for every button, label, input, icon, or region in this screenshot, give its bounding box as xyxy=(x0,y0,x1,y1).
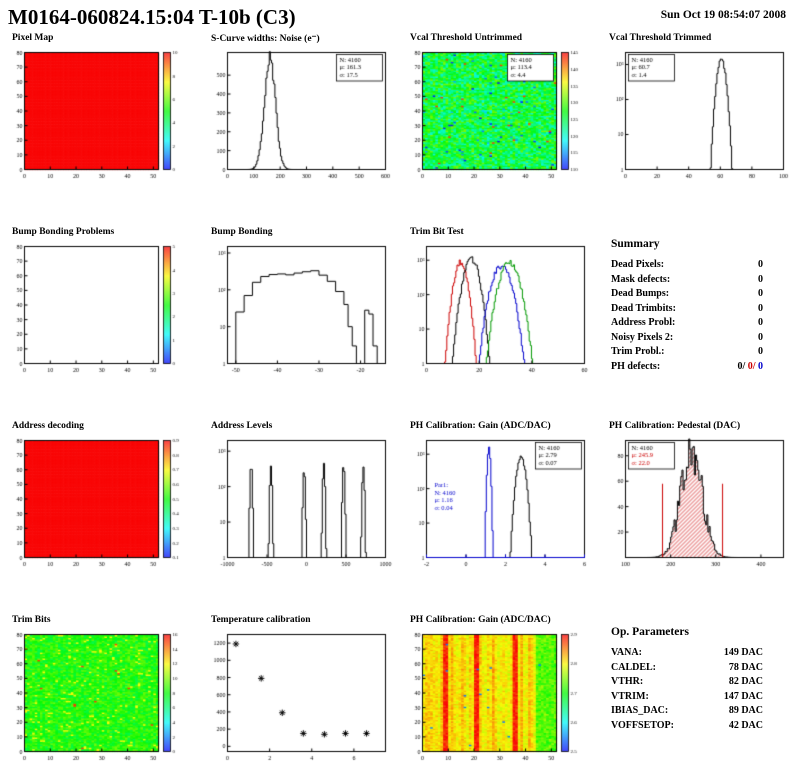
summary-row: Dead Bumps: 0 xyxy=(611,288,763,299)
op-parameters-row: VTRIM: 147 DAC xyxy=(611,691,763,702)
panel-trim-bit-test: Trim Bit Test xyxy=(398,224,597,418)
panel-title: Pixel Map xyxy=(12,33,54,43)
row-value: 0 xyxy=(758,259,763,270)
panel-trim-bits: Trim Bits xyxy=(0,612,199,772)
panel-title: Bump Bonding xyxy=(211,227,273,237)
row-label: Dead Pixels: xyxy=(611,259,665,270)
row-label: VANA: xyxy=(611,647,642,658)
ph-pedestal-canvas xyxy=(597,433,793,571)
panel-title: PH Calibration: Gain (ADC/DAC) xyxy=(410,615,551,625)
summary-row: Address Probl: 0 xyxy=(611,317,763,328)
row-value: 0 xyxy=(758,288,763,299)
temp-calibration-canvas xyxy=(199,627,395,765)
row-label: Dead Bumps: xyxy=(611,288,670,299)
row-label: IBIAS_DAC: xyxy=(611,705,669,716)
trim-bits-canvas xyxy=(0,627,196,765)
pixel-map-canvas xyxy=(0,45,196,183)
panel-title: Bump Bonding Problems xyxy=(12,227,115,237)
ph-gain-1d-canvas xyxy=(398,433,594,571)
row-value: 0 xyxy=(758,302,763,314)
op-parameters-row: VTHR: 82 DAC xyxy=(611,676,763,687)
ph-gain-2d-canvas xyxy=(398,627,594,765)
panel-address-levels: Address Levels xyxy=(199,418,398,612)
panel-pixel-map: Pixel Map xyxy=(0,30,199,224)
summary-row: Trim Probl.: 0 xyxy=(611,346,763,357)
row-value: 42 DAC xyxy=(728,719,763,731)
bump-bonding-canvas xyxy=(199,239,395,377)
row-value: 0 xyxy=(758,346,763,357)
row-value-part: 0 xyxy=(755,360,763,372)
panel-title: Vcal Threshold Untrimmed xyxy=(410,33,523,43)
row-label: Address Probl: xyxy=(611,317,676,328)
panel-title: Temperature calibration xyxy=(211,615,311,625)
row-value: 89 DAC xyxy=(728,705,763,716)
row-value: 0 xyxy=(758,317,763,328)
row-label: VTRIM: xyxy=(611,690,649,702)
summary-row: Dead Trimbits: 0 xyxy=(611,303,763,314)
panel-temp-calibration: Temperature calibration xyxy=(199,612,398,772)
panel-title: Trim Bit Test xyxy=(410,227,464,237)
bump-problems-canvas xyxy=(0,239,196,377)
summary-row: Dead Pixels: 0 xyxy=(611,259,763,270)
panel-title: Address decoding xyxy=(12,421,84,431)
panel-title: Address Levels xyxy=(211,421,273,431)
panel-title: PH Calibration: Pedestal (DAC) xyxy=(609,421,741,431)
row-value-part: 0/ xyxy=(745,360,756,372)
row-value: 0/ 0/ 0 xyxy=(737,361,763,372)
row-label: Dead Trimbits: xyxy=(611,302,676,314)
panel-title: Vcal Threshold Trimmed xyxy=(609,33,712,43)
row-label: Mask defects: xyxy=(611,273,671,285)
row-value: 147 DAC xyxy=(723,690,763,702)
panel-bump-bonding: Bump Bonding xyxy=(199,224,398,418)
panel-ph-gain-2d: PH Calibration: Gain (ADC/DAC) xyxy=(398,612,597,772)
panel-bump-problems: Bump Bonding Problems xyxy=(0,224,199,418)
summary-row: PH defects: 0/ 0/ 0 xyxy=(611,361,763,372)
panel-vcal-trimmed: Vcal Threshold Trimmed xyxy=(597,30,796,224)
row-value: 149 DAC xyxy=(723,647,763,658)
row-value-part: 0/ xyxy=(737,360,746,372)
report-header: M0164-060824.15:04 T-10b (C3) Sun Oct 19… xyxy=(0,0,796,30)
row-label: Noisy Pixels 2: xyxy=(611,331,674,343)
row-label: Trim Probl.: xyxy=(611,346,665,357)
row-label: CALDEL: xyxy=(611,661,657,673)
panel-title: Summary xyxy=(611,238,660,250)
panel-title: PH Calibration: Gain (ADC/DAC) xyxy=(410,421,551,431)
panel-address-decoding: Address decoding xyxy=(0,418,199,612)
row-label: PH defects: xyxy=(611,360,661,372)
row-label: VOFFSETOP: xyxy=(611,719,674,731)
panel-summary: Summary Dead Pixels: 0 Mask defects: 0 Dead B… xyxy=(597,224,796,418)
scurve-noise-canvas xyxy=(199,45,395,183)
panel-vcal-untrimmed: Vcal Threshold Untrimmed xyxy=(398,30,597,224)
summary-row: Noisy Pixels 2: 0 xyxy=(611,332,763,343)
panel-title: S-Curve widths: Noise (e⁻) xyxy=(211,34,320,44)
timestamp: Sun Oct 19 08:54:07 2008 xyxy=(660,9,786,21)
row-value: 82 DAC xyxy=(728,676,763,687)
summary-row: Mask defects: 0 xyxy=(611,274,763,285)
op-parameters-row: CALDEL: 78 DAC xyxy=(611,662,763,673)
row-value: 0 xyxy=(758,331,763,343)
plots-grid: Pixel Map S-Curve widths: Noise (e⁻) Vcal … xyxy=(0,30,796,772)
page-title: M0164-060824.15:04 T-10b (C3) xyxy=(8,5,296,29)
op-parameters-row: IBIAS_DAC: 89 DAC xyxy=(611,705,763,716)
panel-scurve-noise: S-Curve widths: Noise (e⁻) xyxy=(199,30,398,224)
op-parameters-row: VOFFSETOP: 42 DAC xyxy=(611,720,763,731)
op-parameters-row: VANA: 149 DAC xyxy=(611,647,763,658)
row-label: VTHR: xyxy=(611,676,644,687)
panel-op-parameters: Op. Parameters VANA: 149 DAC CALDEL: 78 DAC V… xyxy=(597,612,796,772)
panel-ph-pedestal: PH Calibration: Pedestal (DAC) xyxy=(597,418,796,612)
trim-bit-test-canvas xyxy=(398,239,594,377)
address-decoding-canvas xyxy=(0,433,196,571)
panel-title: Op. Parameters xyxy=(611,626,689,638)
row-value: 78 DAC xyxy=(728,661,763,673)
vcal-trimmed-canvas xyxy=(597,45,793,183)
address-levels-canvas xyxy=(199,433,395,571)
vcal-untrimmed-canvas xyxy=(398,45,594,183)
panel-title: Trim Bits xyxy=(12,615,51,625)
row-value: 0 xyxy=(758,273,763,285)
panel-ph-gain-1d: PH Calibration: Gain (ADC/DAC) xyxy=(398,418,597,612)
